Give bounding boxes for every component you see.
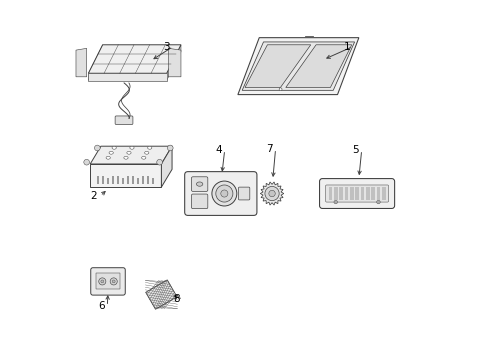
Circle shape (157, 159, 163, 165)
Bar (329, 187, 332, 200)
Polygon shape (286, 45, 352, 87)
Circle shape (95, 145, 100, 151)
FancyBboxPatch shape (239, 187, 250, 200)
FancyBboxPatch shape (325, 185, 389, 202)
Circle shape (84, 159, 90, 165)
Polygon shape (242, 42, 355, 90)
Ellipse shape (142, 156, 146, 159)
Circle shape (334, 200, 338, 204)
Ellipse shape (147, 147, 152, 149)
Bar (127, 176, 129, 184)
Circle shape (221, 190, 228, 197)
Polygon shape (169, 48, 181, 77)
Bar (345, 187, 348, 200)
Bar (122, 178, 124, 184)
Text: 7: 7 (266, 144, 273, 154)
Bar (377, 187, 380, 200)
Polygon shape (161, 146, 172, 187)
Ellipse shape (109, 151, 113, 154)
FancyBboxPatch shape (319, 179, 394, 208)
Circle shape (99, 278, 106, 285)
Polygon shape (167, 45, 181, 80)
Text: 5: 5 (352, 145, 359, 155)
FancyBboxPatch shape (192, 194, 208, 209)
Bar (117, 176, 120, 184)
Ellipse shape (130, 147, 134, 149)
FancyBboxPatch shape (185, 172, 257, 215)
Bar (98, 176, 99, 184)
Bar (137, 178, 139, 184)
Bar (112, 176, 114, 184)
Ellipse shape (145, 151, 149, 154)
Bar (355, 187, 359, 200)
Circle shape (212, 181, 237, 206)
Bar (371, 187, 375, 200)
Circle shape (269, 190, 275, 197)
Bar (107, 178, 109, 184)
Bar (152, 178, 154, 184)
Polygon shape (88, 45, 103, 80)
Circle shape (168, 145, 173, 151)
Circle shape (265, 186, 279, 201)
Circle shape (112, 280, 115, 283)
Circle shape (377, 200, 380, 204)
Bar (102, 176, 104, 184)
Polygon shape (90, 164, 161, 187)
Circle shape (216, 185, 233, 202)
Bar (147, 176, 149, 184)
Bar (361, 187, 365, 200)
Polygon shape (90, 146, 172, 164)
Bar (350, 187, 354, 200)
Bar (334, 187, 338, 200)
Bar (142, 176, 144, 184)
Circle shape (279, 88, 282, 91)
Bar (366, 187, 370, 200)
Ellipse shape (112, 147, 116, 149)
Circle shape (101, 280, 104, 283)
Text: 4: 4 (215, 145, 222, 155)
Text: 2: 2 (91, 191, 98, 201)
Polygon shape (88, 45, 181, 73)
Bar (97, 273, 120, 289)
Ellipse shape (106, 156, 110, 159)
Circle shape (110, 278, 117, 285)
Ellipse shape (127, 151, 131, 154)
Text: 8: 8 (173, 294, 180, 304)
Bar (132, 176, 134, 184)
Polygon shape (260, 182, 284, 205)
FancyBboxPatch shape (91, 268, 125, 295)
Polygon shape (76, 48, 87, 77)
Text: 1: 1 (343, 41, 350, 51)
Ellipse shape (196, 182, 203, 186)
FancyBboxPatch shape (115, 116, 133, 125)
Text: 6: 6 (98, 301, 104, 311)
Ellipse shape (124, 156, 128, 159)
FancyBboxPatch shape (192, 177, 208, 192)
Bar (340, 187, 343, 200)
Polygon shape (146, 280, 177, 309)
Polygon shape (245, 45, 311, 87)
Bar (382, 187, 386, 200)
Text: 3: 3 (164, 41, 171, 51)
Polygon shape (88, 73, 167, 81)
Polygon shape (238, 38, 359, 95)
